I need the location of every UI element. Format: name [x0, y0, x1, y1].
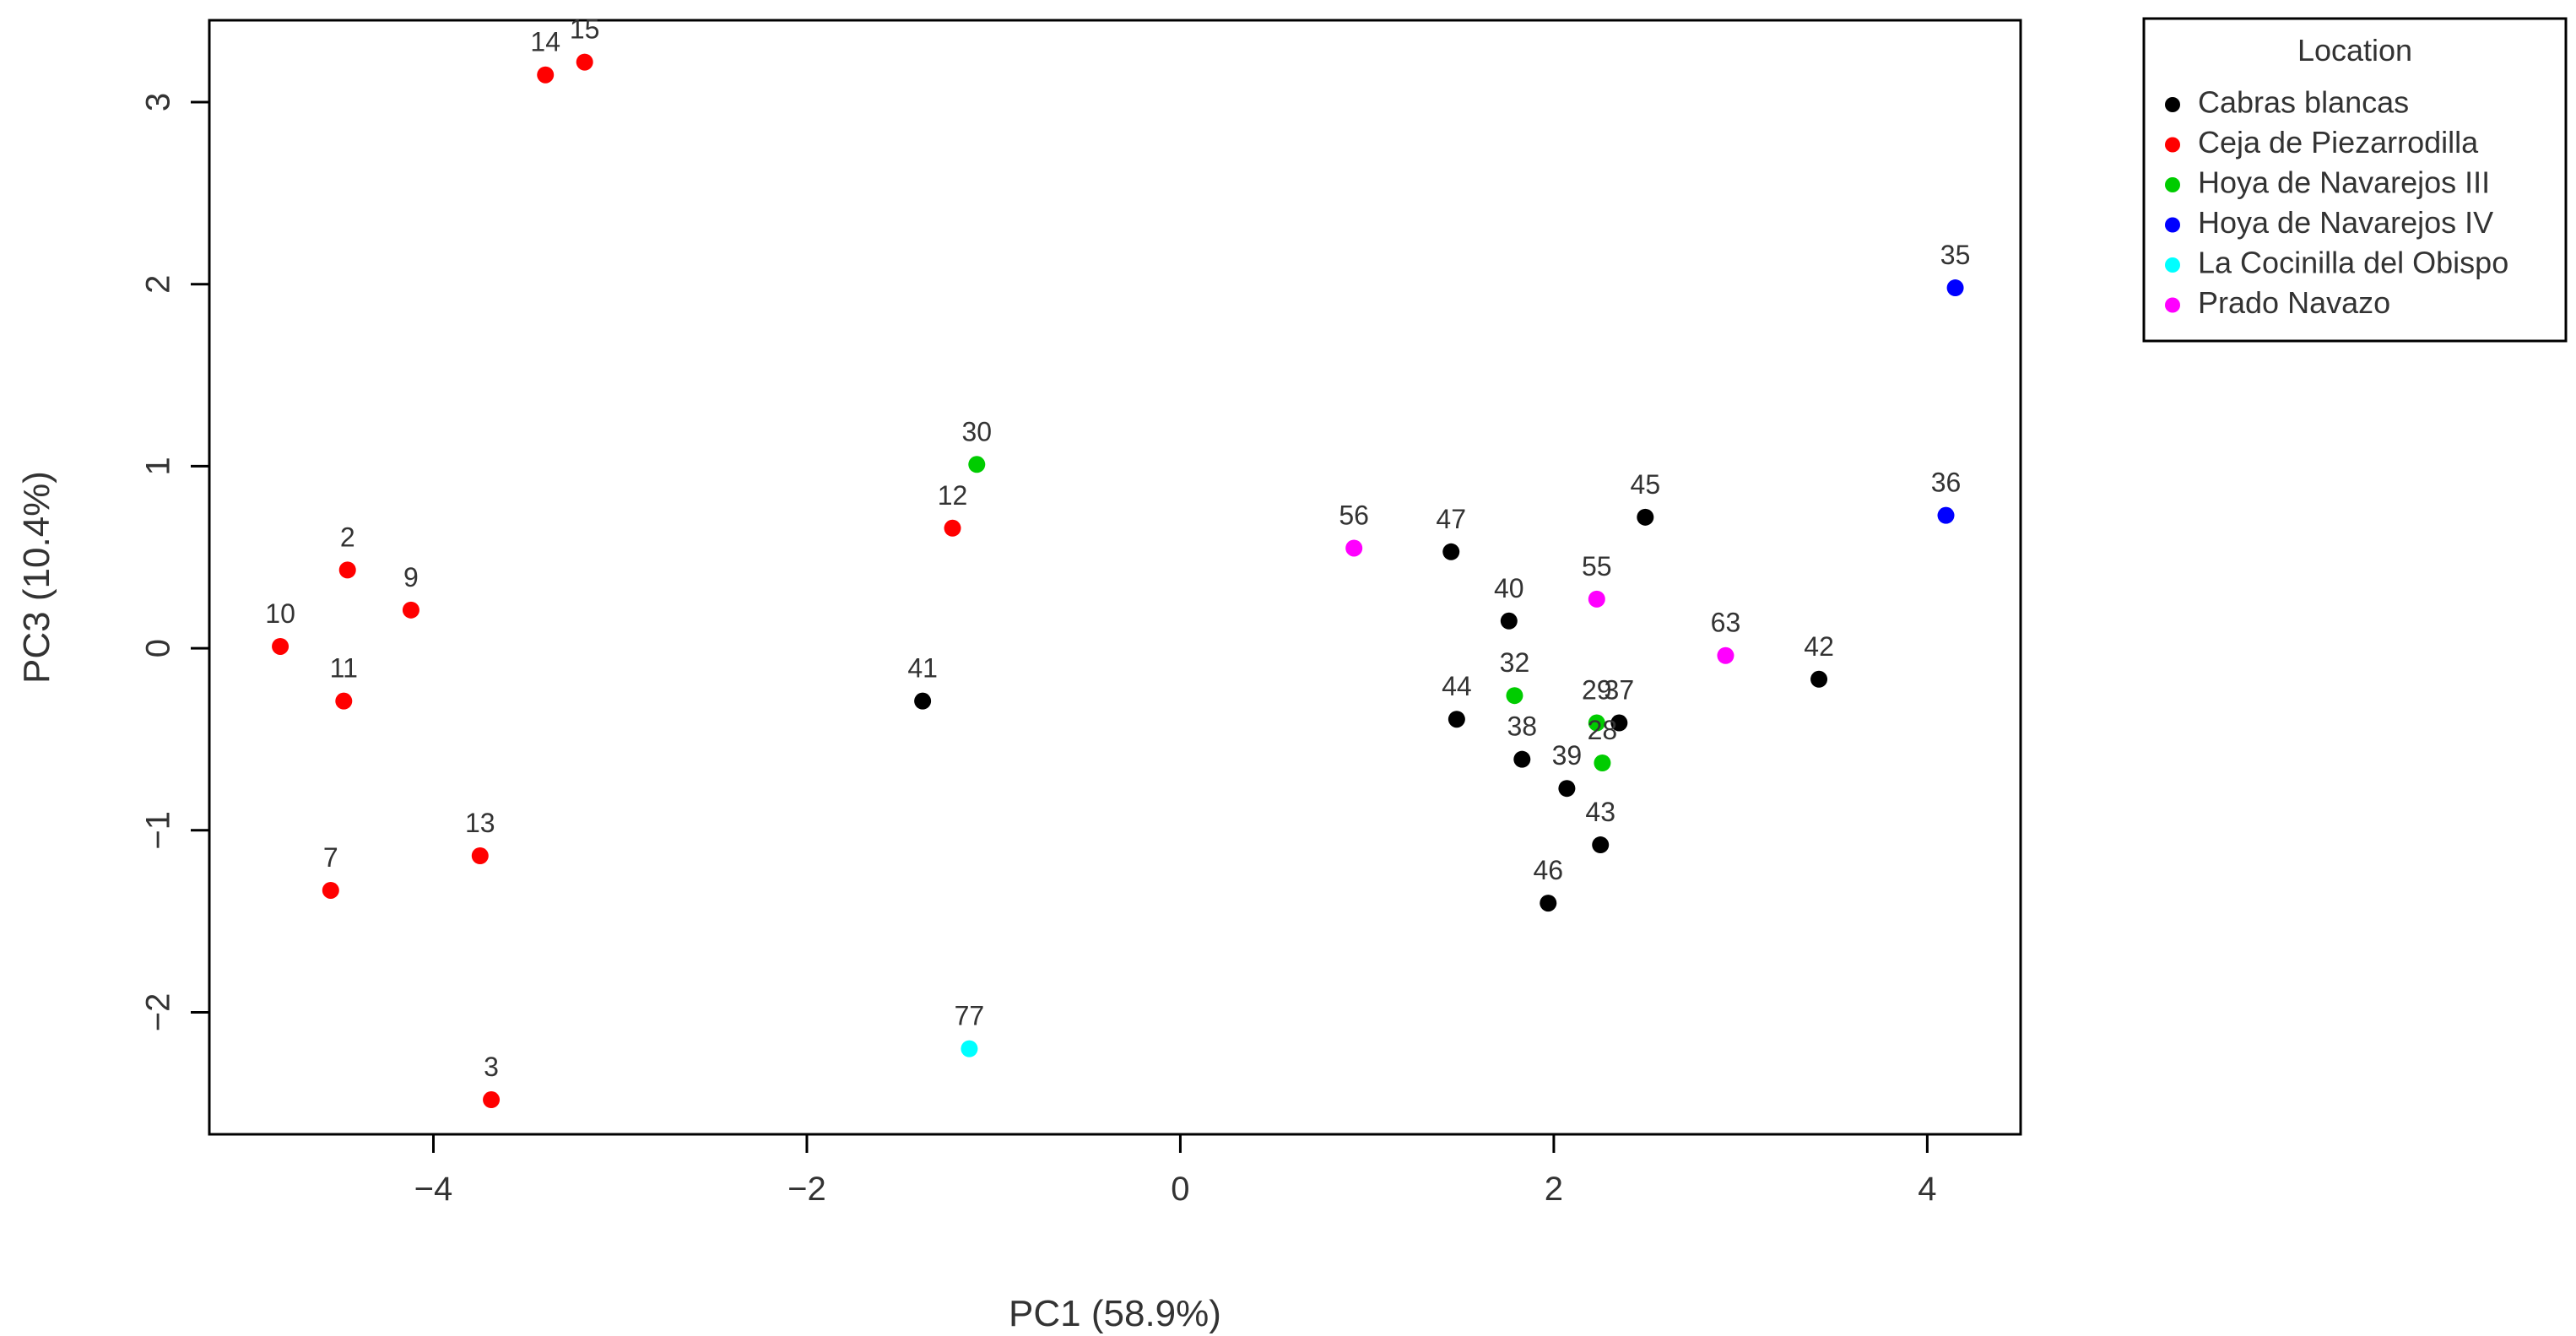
x-axis-title: PC1 (58.9%) — [1009, 1293, 1221, 1334]
data-point — [1558, 780, 1576, 798]
legend-label: Hoya de Navarejos IV — [2198, 205, 2493, 240]
x-tick-label: 2 — [1545, 1171, 1563, 1208]
legend-swatch — [2165, 257, 2180, 273]
legend-swatch — [2165, 177, 2180, 192]
x-tick-label: 0 — [1171, 1171, 1189, 1208]
legend-box — [2142, 17, 2568, 343]
data-point — [1937, 506, 1955, 524]
data-point — [322, 881, 339, 899]
y-tick-label: 3 — [140, 93, 177, 111]
point-label: 15 — [570, 14, 600, 45]
legend-swatch — [2165, 297, 2180, 313]
legend-items: Cabras blancas Ceja de Piezarrodilla Hoya … — [2165, 85, 2508, 320]
data-point — [1540, 895, 1557, 912]
legend-swatch — [2165, 217, 2180, 233]
data-point — [471, 847, 489, 864]
point-label: 2 — [340, 522, 355, 552]
data-point — [402, 601, 419, 619]
point-label: 29 — [1582, 675, 1612, 706]
data-point — [1442, 543, 1460, 560]
data-point — [1513, 750, 1531, 768]
point-label: 10 — [265, 598, 295, 629]
data-point — [1448, 711, 1465, 728]
legend-label: Hoya de Navarejos III — [2198, 165, 2490, 200]
point-label: 63 — [1711, 608, 1741, 638]
point-label: 39 — [1552, 740, 1583, 771]
y-tick-label: 2 — [140, 275, 177, 294]
y-axis-title: PC3 (10.4%) — [16, 471, 57, 684]
point-label: 30 — [961, 416, 992, 446]
legend-swatch — [2165, 137, 2180, 153]
point-label: 45 — [1631, 469, 1661, 500]
point-label: 38 — [1507, 711, 1538, 742]
data-point — [537, 66, 555, 84]
point-label: 35 — [1940, 240, 1971, 270]
plot-frame — [208, 19, 2022, 1136]
data-point — [968, 456, 986, 473]
data-point — [338, 561, 356, 579]
data-point — [1345, 539, 1363, 557]
point-label: 3 — [484, 1052, 499, 1082]
x-axis: −4 −2 0 2 4 — [414, 1133, 1937, 1208]
data-point — [1717, 646, 1734, 664]
point-label: 9 — [403, 562, 419, 592]
point-label: 13 — [465, 808, 495, 838]
data-point — [1592, 836, 1610, 854]
point-label: 7 — [323, 842, 338, 873]
legend-label: Ceja de Piezarrodilla — [2198, 125, 2479, 160]
data-point — [1810, 670, 1828, 688]
data-point — [483, 1091, 501, 1109]
legend: Location Cabras blancas Ceja de Piezarrod… — [2142, 17, 2568, 343]
legend-title: Location — [2297, 33, 2412, 68]
x-tick-label: 4 — [1918, 1171, 1936, 1208]
point-label: 47 — [1436, 504, 1466, 534]
data-point — [1637, 508, 1654, 526]
data-point — [1588, 714, 1605, 732]
point-label: 11 — [330, 653, 358, 684]
point-label: 41 — [907, 653, 938, 684]
point-label: 40 — [1494, 573, 1524, 603]
y-tick-label: −1 — [140, 811, 177, 850]
legend-label: La Cocinilla del Obispo — [2198, 246, 2508, 280]
point-label: 36 — [1931, 468, 1962, 498]
data-point — [1506, 687, 1523, 705]
y-tick-label: −2 — [140, 993, 177, 1032]
legend-swatch — [2165, 97, 2180, 112]
data-point — [914, 692, 932, 710]
data-point — [1594, 755, 1611, 771]
y-tick-label: 1 — [140, 457, 177, 475]
point-label: 28 — [1588, 715, 1618, 745]
point-label: 55 — [1582, 551, 1612, 581]
legend-label: Cabras blancas — [2198, 85, 2409, 120]
point-label: 77 — [955, 1001, 985, 1031]
y-axis: −2 −1 0 1 2 3 — [140, 93, 211, 1032]
data-point — [1946, 279, 1964, 297]
point-label: 44 — [1442, 671, 1472, 701]
point-label: 14 — [530, 27, 560, 57]
x-tick-label: −2 — [787, 1171, 826, 1208]
point-label: 42 — [1804, 631, 1834, 662]
data-point — [1610, 714, 1628, 732]
point-label: 37 — [1605, 675, 1635, 706]
legend-label: Prado Navazo — [2198, 285, 2390, 320]
point-label: 56 — [1339, 500, 1369, 530]
point-label: 12 — [938, 480, 968, 511]
data-point — [1588, 590, 1605, 608]
y-tick-label: 0 — [140, 639, 177, 657]
point-label: 46 — [1533, 855, 1563, 885]
data-point — [944, 519, 961, 537]
data-point — [1500, 612, 1518, 630]
data-point — [576, 53, 593, 71]
data-point — [961, 1040, 978, 1057]
x-tick-label: −4 — [414, 1171, 453, 1208]
point-label: 32 — [1500, 647, 1530, 678]
point-label: 43 — [1585, 797, 1615, 827]
data-point — [272, 637, 290, 655]
data-point — [335, 692, 353, 710]
